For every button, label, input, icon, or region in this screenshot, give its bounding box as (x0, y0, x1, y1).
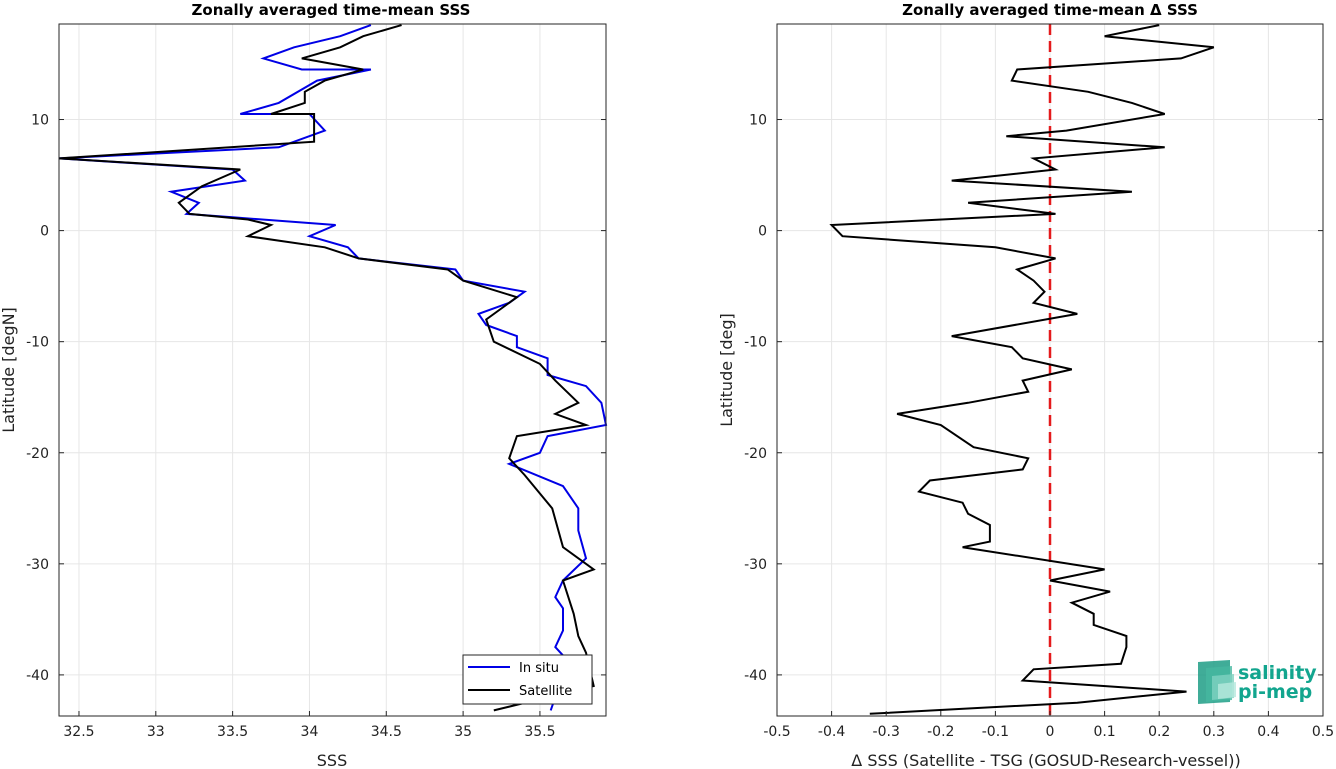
sss-series-satellite (58, 24, 596, 712)
logo-text-line2: pi-mep (1238, 681, 1312, 703)
salinity-pi-mep-logo: salinity pi-mep (1198, 660, 1317, 704)
sss-series-in-situ (58, 24, 608, 711)
sss-x-tick-label: 34 (301, 724, 319, 740)
legend-box (462, 654, 593, 705)
sss-grid (59, 24, 606, 716)
sss-chart-title: Zonally averaged time-mean SSS (192, 1, 471, 19)
sss-x-axis-label: SSS (317, 751, 347, 769)
delta-sss-y-tick-label: -40 (744, 668, 767, 684)
delta-sss-x-tick-label: 0.2 (1148, 724, 1170, 740)
sss-y-tick-label: -30 (26, 557, 49, 573)
delta-sss-x-axis-label: Δ SSS (Satellite - TSG (GOSUD-Research-v… (851, 751, 1240, 769)
legend-label-satellite: Satellite (519, 684, 572, 699)
logo-text-line1: salinity (1238, 662, 1317, 684)
delta-sss-y-tick-label: 0 (758, 224, 767, 240)
delta-sss-axes-frame (776, 23, 1324, 717)
sss-y-tick-label: 10 (31, 113, 49, 129)
delta-sss-x-tick-label: -0.5 (763, 724, 790, 740)
sss-y-axis-label: Latitude [degN] (0, 307, 18, 433)
sss-y-tick-label: -10 (26, 335, 49, 351)
delta-sss-x-tick-label: 0.4 (1257, 724, 1279, 740)
sss-x-tick-label: 33 (147, 724, 165, 740)
delta-sss-y-tick-label: -30 (744, 557, 767, 573)
sss-axes-frame (58, 23, 607, 717)
delta-sss-y-axis-label: Latitude [deg] (717, 313, 736, 427)
sss-ticks: 32.5 33 33.5 34 34.5 35 35.5 10 0 -10 -20 -30 -40 (26, 113, 606, 740)
sss-x-tick-label: 35 (454, 724, 472, 740)
sss-x-tick-label: 32.5 (63, 724, 94, 740)
delta-sss-lines (829, 24, 1215, 715)
delta-sss-x-tick-label: 0.5 (1312, 724, 1334, 740)
sss-x-tick-label: 33.5 (217, 724, 248, 740)
sss-x-tick-label: 34.5 (371, 724, 402, 740)
wave-icon (1198, 660, 1236, 704)
delta-sss-x-tick-label: 0.1 (1093, 724, 1115, 740)
delta-sss-x-tick-label: -0.2 (927, 724, 954, 740)
sss-x-tick-label: 35.5 (524, 724, 555, 740)
sss-lines (58, 24, 608, 712)
sss-legend: In situ Satellite (462, 654, 593, 705)
delta-sss-series-delta (829, 24, 1215, 715)
delta-sss-x-tick-label: -0.1 (982, 724, 1009, 740)
legend-label-in-situ: In situ (519, 661, 559, 676)
delta-sss-panel: Zonally averaged time-mean Δ SSS -0.5 -0.… (717, 1, 1334, 769)
sss-y-tick-label: 0 (40, 224, 49, 240)
delta-sss-x-tick-label: -0.3 (873, 724, 900, 740)
sss-panel: Zonally averaged time-mean SSS 32.5 33 33.… (0, 1, 608, 769)
delta-sss-y-tick-label: -10 (744, 335, 767, 351)
delta-sss-x-tick-label: 0.3 (1203, 724, 1225, 740)
delta-sss-x-tick-label: -0.4 (818, 724, 845, 740)
delta-sss-x-tick-label: 0 (1046, 724, 1055, 740)
sss-y-tick-label: -20 (26, 446, 49, 462)
delta-sss-ticks: -0.5 -0.4 -0.3 -0.2 -0.1 0 0.1 0.2 0.3 0.4 0.5 10 0 -… (744, 113, 1334, 740)
delta-sss-y-tick-label: 10 (749, 113, 767, 129)
delta-sss-y-tick-label: -20 (744, 446, 767, 462)
delta-sss-chart-title: Zonally averaged time-mean Δ SSS (902, 1, 1198, 19)
sss-y-tick-label: -40 (26, 668, 49, 684)
